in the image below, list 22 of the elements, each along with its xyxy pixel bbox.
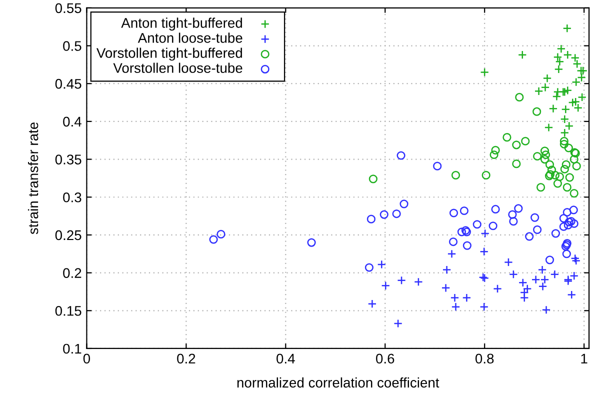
y-tick-label: 0.5 <box>63 41 82 51</box>
legend-label: Vorstollen loose-tube <box>113 62 242 73</box>
y-tick-label: 0.2 <box>63 268 82 278</box>
y-tick-label: 0.45 <box>55 78 82 89</box>
x-tick-label: 1 <box>581 354 588 364</box>
x-axis-title: normalized correlation coefficient <box>237 377 440 388</box>
y-tick-label: 0.3 <box>63 192 82 202</box>
y-tick-label: 0.4 <box>63 116 82 127</box>
y-tick-label: 0.55 <box>55 3 82 14</box>
y-tick-label: 0.1 <box>63 344 82 354</box>
y-tick-label: 0.15 <box>55 306 82 316</box>
legend-label: Vorstollen tight-buffered <box>96 48 242 61</box>
legend-label: Anton loose-tube <box>138 32 242 43</box>
x-tick-label: 0.6 <box>376 354 394 364</box>
y-tick-label: 0.25 <box>55 230 82 240</box>
x-tick-label: 0.4 <box>276 354 295 364</box>
y-axis-title: strain transfer rate <box>28 122 38 234</box>
y-tick-label: 0.35 <box>55 154 82 164</box>
x-tick-label: 0.2 <box>177 354 196 364</box>
x-tick-label: 0 <box>83 354 90 364</box>
x-tick-label: 0.8 <box>475 354 494 364</box>
legend-label: Anton tight-buffered <box>121 18 242 31</box>
